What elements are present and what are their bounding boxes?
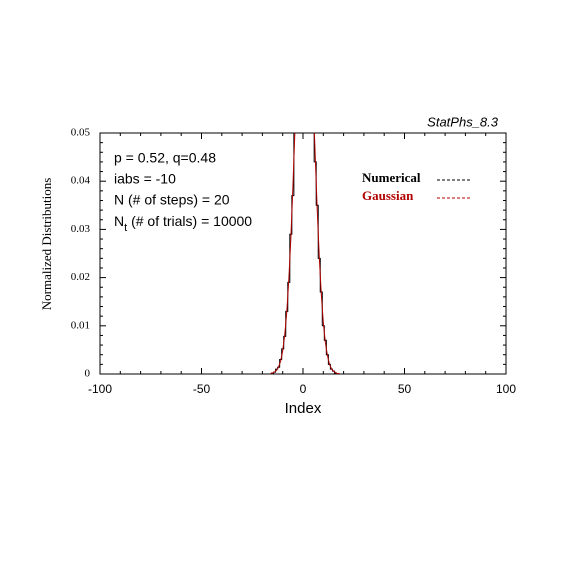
plot-area — [269, 133, 341, 374]
x-axis-label: Index — [285, 400, 322, 417]
x-tick-label: 100 — [496, 382, 516, 396]
legend-label: Numerical — [362, 170, 421, 185]
annotation-subscript: t — [124, 222, 127, 234]
annotation: p = 0.52, q=0.48 — [114, 150, 216, 166]
y-tick-label: 0.05 — [71, 127, 91, 139]
y-tick-label: 0.04 — [71, 175, 91, 187]
x-tick-label: 50 — [398, 382, 412, 396]
annotation: Nt (# of trials) = 10000 — [114, 213, 252, 234]
legend-label: Gaussian — [362, 188, 414, 203]
y-tick-label: 0.02 — [71, 271, 90, 283]
x-tick-label: -50 — [193, 382, 211, 396]
annotations: p = 0.52, q=0.48 iabs = -10 N (# of step… — [114, 150, 252, 234]
annotation: iabs = -10 — [114, 171, 176, 187]
y-tick-label: 0.03 — [71, 223, 91, 235]
y-tick-label: 0 — [85, 368, 91, 380]
legend: Numerical Gaussian — [362, 170, 472, 203]
annotation-part: (# of trials) = 10000 — [127, 213, 252, 229]
annotation: N (# of steps) = 20 — [114, 192, 230, 208]
chart-title: StatPhs_8.3 — [427, 114, 499, 129]
series-line — [270, 133, 340, 374]
x-tick-label: -100 — [88, 382, 112, 396]
y-tick-label: 0.01 — [71, 319, 90, 331]
plot-frame — [99, 132, 507, 375]
y-axis-label: Normalized Distributions — [39, 178, 54, 311]
x-tick-label: 0 — [300, 382, 307, 396]
series-line — [269, 133, 341, 374]
annotation-part: N — [114, 213, 124, 229]
